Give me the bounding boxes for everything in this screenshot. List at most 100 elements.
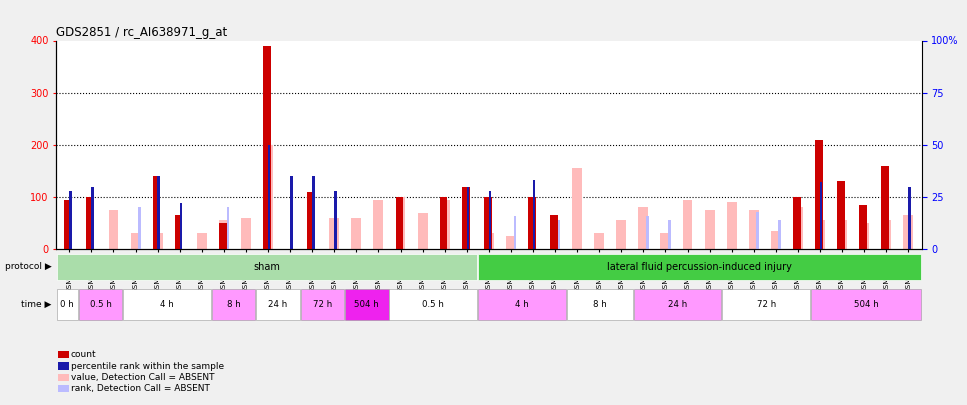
Text: 0 h: 0 h xyxy=(60,300,74,309)
Text: protocol ▶: protocol ▶ xyxy=(5,262,51,271)
Bar xyxy=(418,213,427,249)
Bar xyxy=(860,205,866,249)
Bar xyxy=(345,289,389,320)
Bar xyxy=(175,215,183,249)
Bar xyxy=(373,200,383,249)
Bar xyxy=(771,231,780,249)
Bar xyxy=(567,289,632,320)
Bar xyxy=(881,220,892,249)
Bar xyxy=(466,186,469,249)
Bar xyxy=(65,200,73,249)
Bar xyxy=(484,233,494,249)
Text: 4 h: 4 h xyxy=(161,300,174,309)
Bar xyxy=(241,218,250,249)
Bar xyxy=(263,145,273,249)
Bar xyxy=(440,200,450,249)
Bar xyxy=(153,176,161,249)
Text: sham: sham xyxy=(253,262,280,272)
Bar xyxy=(572,168,582,249)
Bar xyxy=(440,197,448,249)
Bar xyxy=(660,233,670,249)
Bar xyxy=(533,180,536,249)
Bar xyxy=(268,145,271,249)
Text: GDS2851 / rc_AI638971_g_at: GDS2851 / rc_AI638971_g_at xyxy=(56,26,227,39)
Text: rank, Detection Call = ABSENT: rank, Detection Call = ABSENT xyxy=(71,384,210,393)
Bar xyxy=(351,218,362,249)
Bar xyxy=(683,200,692,249)
Bar xyxy=(131,233,140,249)
Bar xyxy=(197,233,207,249)
Text: 72 h: 72 h xyxy=(312,300,332,309)
Bar xyxy=(595,233,604,249)
Bar xyxy=(837,220,847,249)
Bar xyxy=(668,220,671,249)
Text: 8 h: 8 h xyxy=(226,300,241,309)
Text: count: count xyxy=(71,350,96,359)
Bar xyxy=(727,202,737,249)
Text: percentile rank within the sample: percentile rank within the sample xyxy=(71,362,223,371)
Bar xyxy=(290,176,293,249)
Bar xyxy=(256,289,300,320)
Bar xyxy=(91,186,94,249)
Bar xyxy=(881,166,889,249)
Bar xyxy=(301,289,344,320)
Bar xyxy=(263,46,271,249)
Bar xyxy=(793,197,801,249)
Bar xyxy=(334,191,337,249)
Bar xyxy=(86,197,94,249)
Bar xyxy=(558,220,560,249)
Bar xyxy=(756,211,759,249)
Bar xyxy=(390,289,478,320)
Text: 24 h: 24 h xyxy=(269,300,287,309)
Bar xyxy=(226,207,229,249)
Bar xyxy=(123,289,211,320)
Bar xyxy=(550,236,560,249)
Text: 8 h: 8 h xyxy=(593,300,606,309)
Bar xyxy=(778,220,781,249)
Bar xyxy=(478,289,566,320)
Bar xyxy=(513,216,516,249)
Bar xyxy=(815,220,825,249)
Bar xyxy=(138,207,141,249)
Bar xyxy=(212,289,255,320)
Bar xyxy=(811,289,922,320)
Text: 504 h: 504 h xyxy=(354,300,379,309)
Bar xyxy=(748,210,759,249)
Bar xyxy=(330,218,339,249)
Bar xyxy=(506,236,515,249)
Bar xyxy=(153,233,162,249)
Bar xyxy=(616,220,627,249)
Bar xyxy=(462,186,470,249)
Text: 24 h: 24 h xyxy=(668,300,688,309)
Bar xyxy=(820,182,822,249)
Bar xyxy=(488,191,491,249)
Text: 0.5 h: 0.5 h xyxy=(423,300,444,309)
Bar xyxy=(903,215,913,249)
Bar xyxy=(478,254,922,280)
Bar xyxy=(484,197,491,249)
Bar xyxy=(312,176,314,249)
Bar xyxy=(837,181,845,249)
Bar xyxy=(308,192,315,249)
Bar xyxy=(180,203,182,249)
Text: 0.5 h: 0.5 h xyxy=(90,300,111,309)
Bar xyxy=(722,289,810,320)
Bar xyxy=(78,289,122,320)
Bar xyxy=(396,197,405,249)
Text: 4 h: 4 h xyxy=(515,300,529,309)
Bar xyxy=(633,289,721,320)
Bar xyxy=(638,207,648,249)
Bar xyxy=(56,289,77,320)
Text: 72 h: 72 h xyxy=(756,300,776,309)
Text: time ▶: time ▶ xyxy=(21,300,51,309)
Text: lateral fluid percussion-induced injury: lateral fluid percussion-induced injury xyxy=(607,262,792,272)
Bar xyxy=(815,140,823,249)
Bar xyxy=(646,216,649,249)
Bar xyxy=(528,197,536,249)
Bar xyxy=(219,220,229,249)
Bar xyxy=(69,191,72,249)
Bar xyxy=(219,223,226,249)
Bar xyxy=(860,223,869,249)
Bar xyxy=(705,210,715,249)
Bar xyxy=(158,176,161,249)
